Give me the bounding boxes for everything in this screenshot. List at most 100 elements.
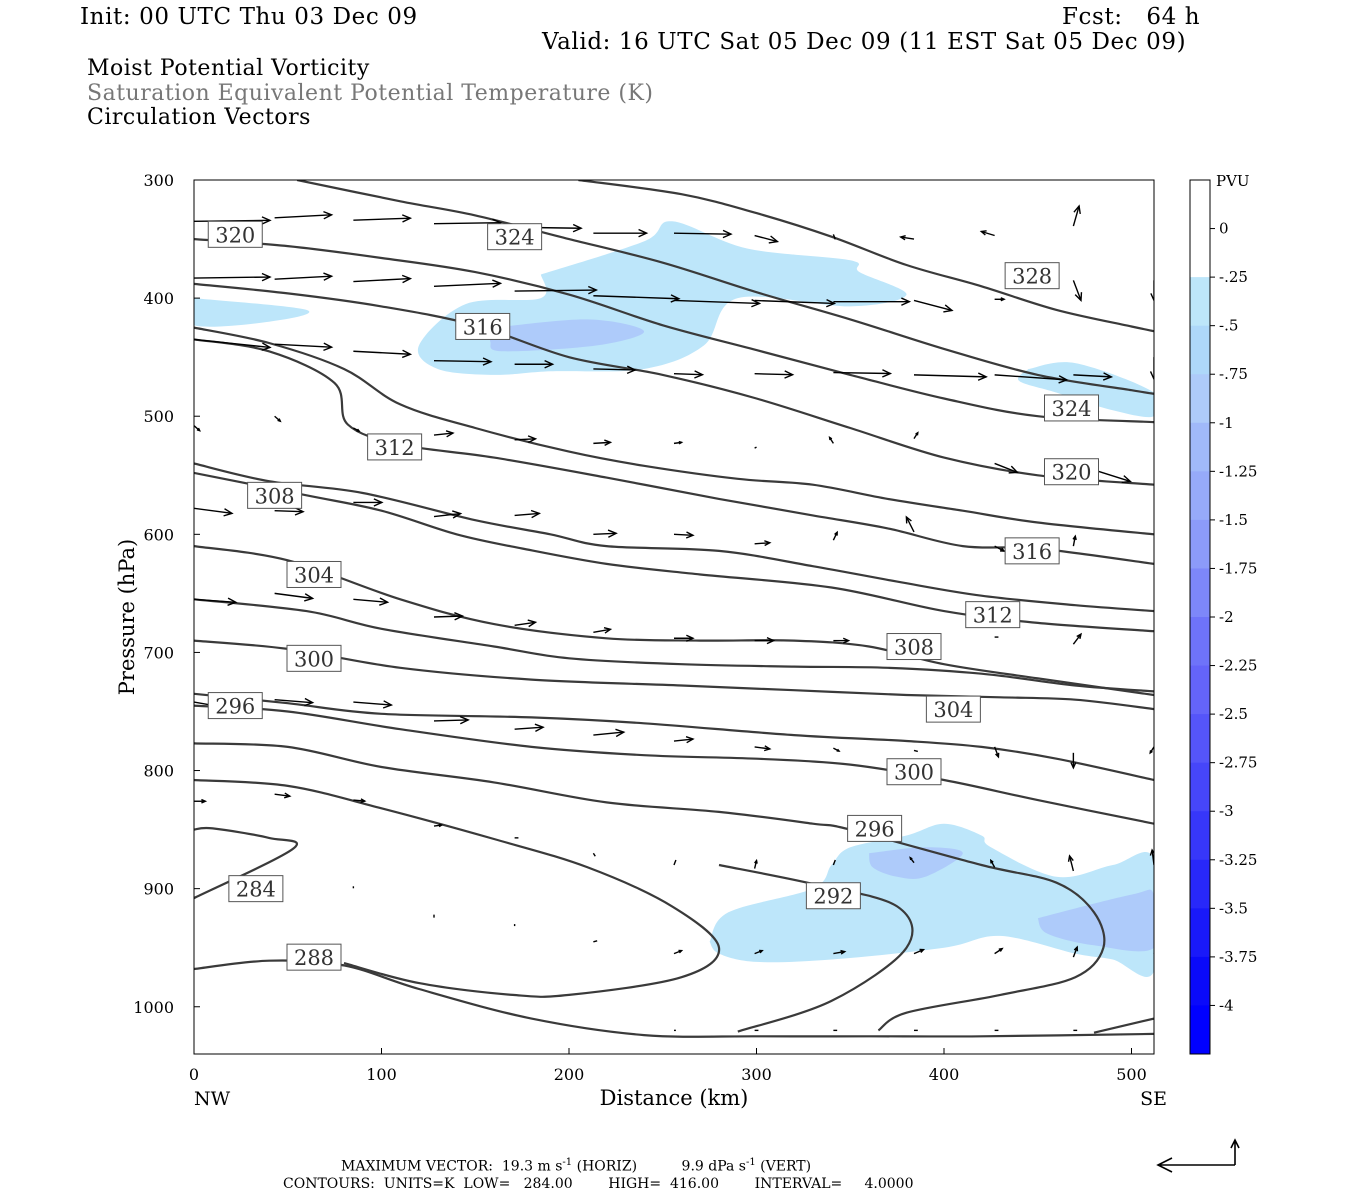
circulation-vector	[1149, 357, 1154, 381]
y-tick-label: 800	[143, 762, 174, 781]
circulation-vector	[353, 700, 394, 709]
theta-contour-292	[194, 778, 721, 998]
contour-label: 320	[207, 220, 263, 248]
y-tick-label: 700	[143, 643, 174, 662]
contour-label: 308	[247, 481, 303, 509]
reference-vector	[1156, 1138, 1240, 1173]
contour-label: 316	[1004, 537, 1060, 565]
colorbar-label: -3	[1219, 802, 1234, 820]
circulation-vector	[353, 349, 413, 359]
max-vector-text: MAXIMUM VECTOR: 19.3 m s-1 (HORIZ) 9.9 d…	[341, 1157, 812, 1175]
colorbar-swatch	[1190, 617, 1210, 667]
circulation-vector	[994, 545, 1006, 552]
colorbar-label: -.5	[1219, 317, 1238, 335]
colorbar-label: -.25	[1219, 268, 1248, 286]
circulation-vector	[514, 509, 542, 519]
circulation-vector	[994, 947, 1004, 955]
colorbar-swatch	[1190, 277, 1210, 327]
colorbar-swatch	[1190, 422, 1210, 472]
contour-label: 312	[367, 433, 423, 461]
colorbar-label: -3.75	[1219, 948, 1257, 966]
circulation-vector	[673, 736, 695, 744]
circulation-vector	[1070, 752, 1077, 770]
svg-text:320: 320	[215, 223, 255, 247]
pv-shade-region	[709, 823, 1154, 977]
svg-text:292: 292	[813, 885, 853, 909]
valid-time: Valid: 16 UTC Sat 05 Dec 09 (11 EST Sat …	[542, 29, 1187, 55]
circulation-vector	[994, 297, 1006, 302]
circulation-vector	[1149, 746, 1154, 755]
circulation-vector	[913, 372, 988, 381]
circulation-vector	[514, 285, 599, 295]
circulation-vector	[592, 852, 596, 857]
circulation-vector	[913, 431, 919, 440]
x-tick-label: 400	[929, 1065, 960, 1084]
theta-contour-304	[194, 692, 1154, 782]
theta-contour-284	[194, 826, 298, 900]
circulation-vector	[993, 746, 1000, 759]
pv-shade-region	[1037, 889, 1154, 952]
circulation-vector	[833, 637, 851, 644]
field-title-vectors: Circulation Vectors	[87, 105, 311, 130]
circulation-vector	[353, 274, 413, 284]
svg-text:320: 320	[1051, 461, 1091, 485]
colorbar-label: -1.5	[1219, 511, 1248, 529]
colorbar-swatch	[1190, 908, 1210, 958]
contour-label: 328	[1004, 262, 1060, 290]
circulation-vector	[832, 234, 836, 240]
theta-contour-320	[194, 282, 1154, 486]
colorbar-swatch	[1190, 762, 1210, 812]
svg-text:304: 304	[294, 563, 334, 587]
colorbar-label: -2.5	[1219, 705, 1248, 723]
colorbar-swatch	[1190, 956, 1210, 1006]
forecast-hour: Fcst: 64 h	[1062, 4, 1201, 30]
circulation-vector	[833, 747, 841, 752]
circulation-vector	[1072, 534, 1077, 547]
theta-contour-312	[194, 338, 1154, 565]
circulation-vector	[433, 357, 493, 366]
colorbar-swatch	[1190, 811, 1210, 861]
contour-label: 288	[286, 943, 342, 971]
contour-label: 308	[886, 633, 942, 661]
circulation-vector	[994, 374, 1069, 384]
x-tick-label: 200	[554, 1065, 585, 1084]
circulation-vector	[1072, 204, 1081, 227]
colorbar-swatch	[1190, 1005, 1210, 1055]
y-tick-label: 900	[143, 880, 174, 899]
colorbar-label: -2.25	[1219, 657, 1257, 675]
y-tick-label: 400	[143, 289, 174, 308]
y-tick-label: 500	[143, 407, 174, 426]
circulation-vector	[673, 949, 684, 955]
circulation-vector	[194, 425, 201, 432]
theta-contour-308	[194, 598, 1154, 693]
contour-label: 296	[847, 814, 903, 842]
y-tick-label: 300	[143, 171, 174, 190]
circulation-vector	[593, 728, 626, 738]
colorbar-swatch	[1190, 519, 1210, 569]
circulation-vector	[828, 435, 834, 444]
pv-shade-region	[1017, 362, 1154, 418]
contour-label: 300	[286, 644, 342, 672]
circulation-vector	[833, 369, 893, 378]
colorbar-label: -3.25	[1219, 851, 1257, 869]
svg-text:300: 300	[894, 761, 934, 785]
circulation-vector	[754, 298, 837, 308]
x-end-label-nw: NW	[194, 1088, 231, 1110]
x-tick-label: 300	[741, 1065, 772, 1084]
colorbar-label: -2.75	[1219, 754, 1257, 772]
circulation-vector	[433, 612, 465, 621]
circulation-vector	[514, 435, 538, 444]
circulation-vector	[673, 298, 762, 308]
colorbar-title: PVU	[1216, 172, 1250, 190]
circulation-vector	[433, 715, 470, 725]
svg-text:304: 304	[933, 698, 973, 722]
contour-label: 304	[925, 695, 981, 723]
colorbar-swatch	[1190, 471, 1210, 521]
circulation-vector	[353, 597, 390, 606]
circulation-vector	[274, 792, 292, 799]
circulation-vector	[433, 823, 444, 828]
colorbar-swatch	[1190, 180, 1210, 230]
circulation-vector	[274, 210, 334, 220]
circulation-vector	[754, 446, 757, 449]
field-title-pv: Moist Potential Vorticity	[87, 56, 370, 81]
